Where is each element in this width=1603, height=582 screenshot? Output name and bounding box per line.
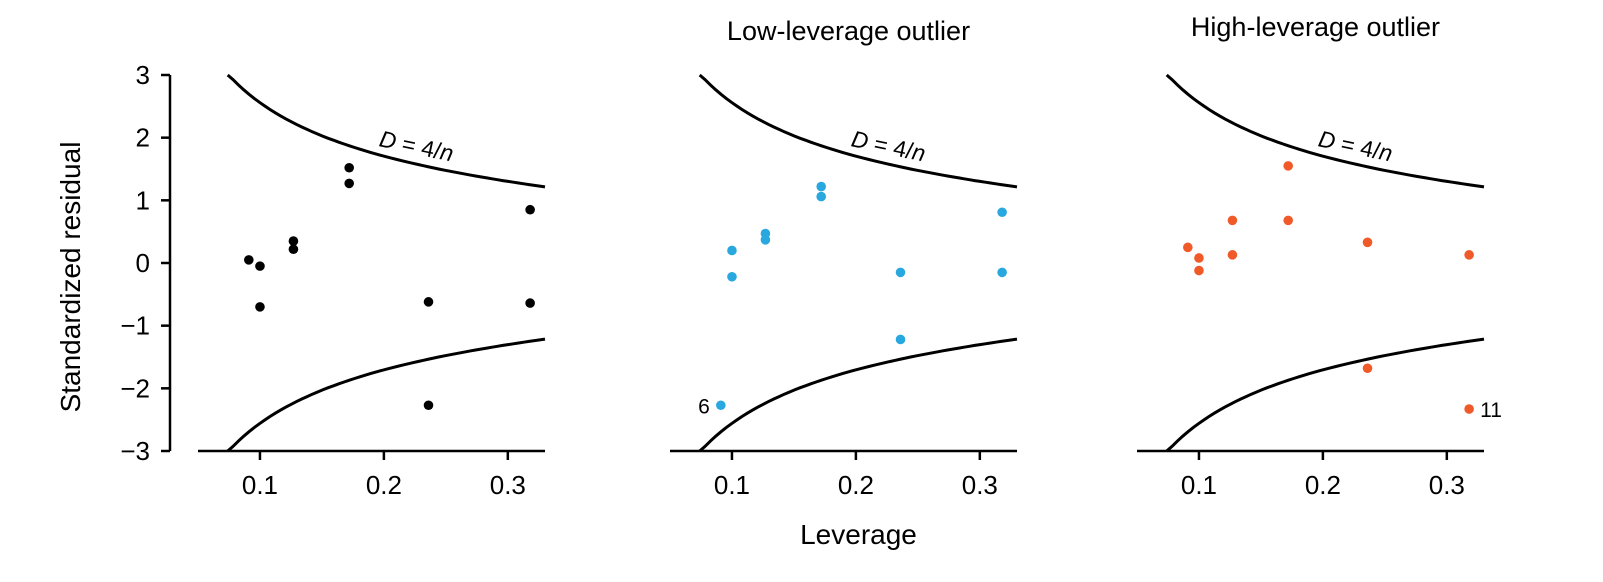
y-tick-label: 1 — [136, 185, 150, 215]
data-point — [525, 204, 535, 215]
panel-title: High-leverage outlier — [1191, 12, 1440, 42]
y-tick-label: 0 — [136, 248, 150, 278]
data-point — [525, 298, 535, 308]
panel-1: 0.1 0.2 0.3 3 2 1 0 −1 −2 −3 D = 4/n Standardized r… — [55, 60, 546, 500]
x-tick-label: 0.2 — [366, 470, 402, 500]
data-point — [760, 235, 771, 245]
data-point — [716, 400, 726, 411]
x-tick-label: 0.1 — [714, 470, 750, 500]
y-axis-label: Standardized residual — [55, 142, 86, 413]
data-point — [1183, 242, 1193, 253]
data-point — [895, 267, 906, 278]
x-tick-label: 0.2 — [1305, 470, 1341, 500]
data-point — [895, 334, 906, 345]
x-tick-label: 0.3 — [490, 470, 526, 500]
data-point — [1362, 363, 1373, 374]
x-tick-label: 0.1 — [1181, 470, 1217, 500]
data-point — [344, 178, 354, 189]
data-point — [1194, 265, 1204, 276]
point-label: 6 — [698, 395, 710, 418]
y-tick-label: −3 — [120, 436, 150, 466]
cooks-distance-lower-curve — [698, 337, 1018, 453]
data-point — [727, 245, 737, 256]
data-point — [1362, 237, 1373, 248]
data-point — [1194, 253, 1204, 263]
data-point — [288, 244, 299, 255]
curve-label: D = 4/n — [849, 125, 928, 166]
data-point — [288, 236, 299, 246]
cooks-distance-lower-curve — [1165, 337, 1485, 453]
x-tick-label: 0.3 — [962, 470, 998, 500]
x-tick-label: 0.2 — [838, 470, 874, 500]
cooks-distance-lower-curve — [226, 337, 546, 453]
data-point — [1283, 161, 1293, 171]
data-point — [1227, 250, 1238, 260]
y-tick-label: −2 — [120, 373, 150, 403]
panel-3: 0.1 0.2 0.3 D = 4/n 11 High-leverage outlier — [1137, 12, 1502, 500]
panel-title: Low-leverage outlier — [727, 16, 970, 46]
data-point — [727, 271, 737, 282]
data-point — [423, 297, 434, 307]
data-point — [255, 302, 265, 312]
data-point — [1464, 404, 1474, 414]
data-point — [816, 181, 826, 192]
data-point — [1464, 250, 1474, 260]
data-point — [1227, 215, 1238, 226]
panel-2: 0.1 0.2 0.3 D = 4/n 6 Low-leverage outlier Lev… — [670, 16, 1018, 550]
y-tick-label: 3 — [136, 60, 150, 90]
data-point — [997, 267, 1007, 278]
cooks-distance-upper-curve — [1165, 73, 1485, 189]
data-point — [244, 255, 254, 265]
curve-label: D = 4/n — [1316, 125, 1395, 166]
curve-label: D = 4/n — [377, 125, 456, 166]
data-point — [255, 261, 265, 271]
data-point — [423, 400, 434, 411]
data-point — [997, 207, 1007, 218]
point-label: 11 — [1480, 399, 1502, 422]
cooks-distance-upper-curve — [698, 73, 1018, 189]
cooks-distance-upper-curve — [226, 73, 546, 189]
y-tick-label: −1 — [120, 311, 150, 341]
x-tick-label: 0.1 — [242, 470, 278, 500]
x-tick-label: 0.3 — [1429, 470, 1465, 500]
data-point — [816, 191, 826, 202]
data-point — [1283, 215, 1293, 226]
y-tick-label: 2 — [136, 123, 150, 153]
x-axis-label: Leverage — [800, 519, 917, 550]
data-point — [344, 162, 354, 173]
